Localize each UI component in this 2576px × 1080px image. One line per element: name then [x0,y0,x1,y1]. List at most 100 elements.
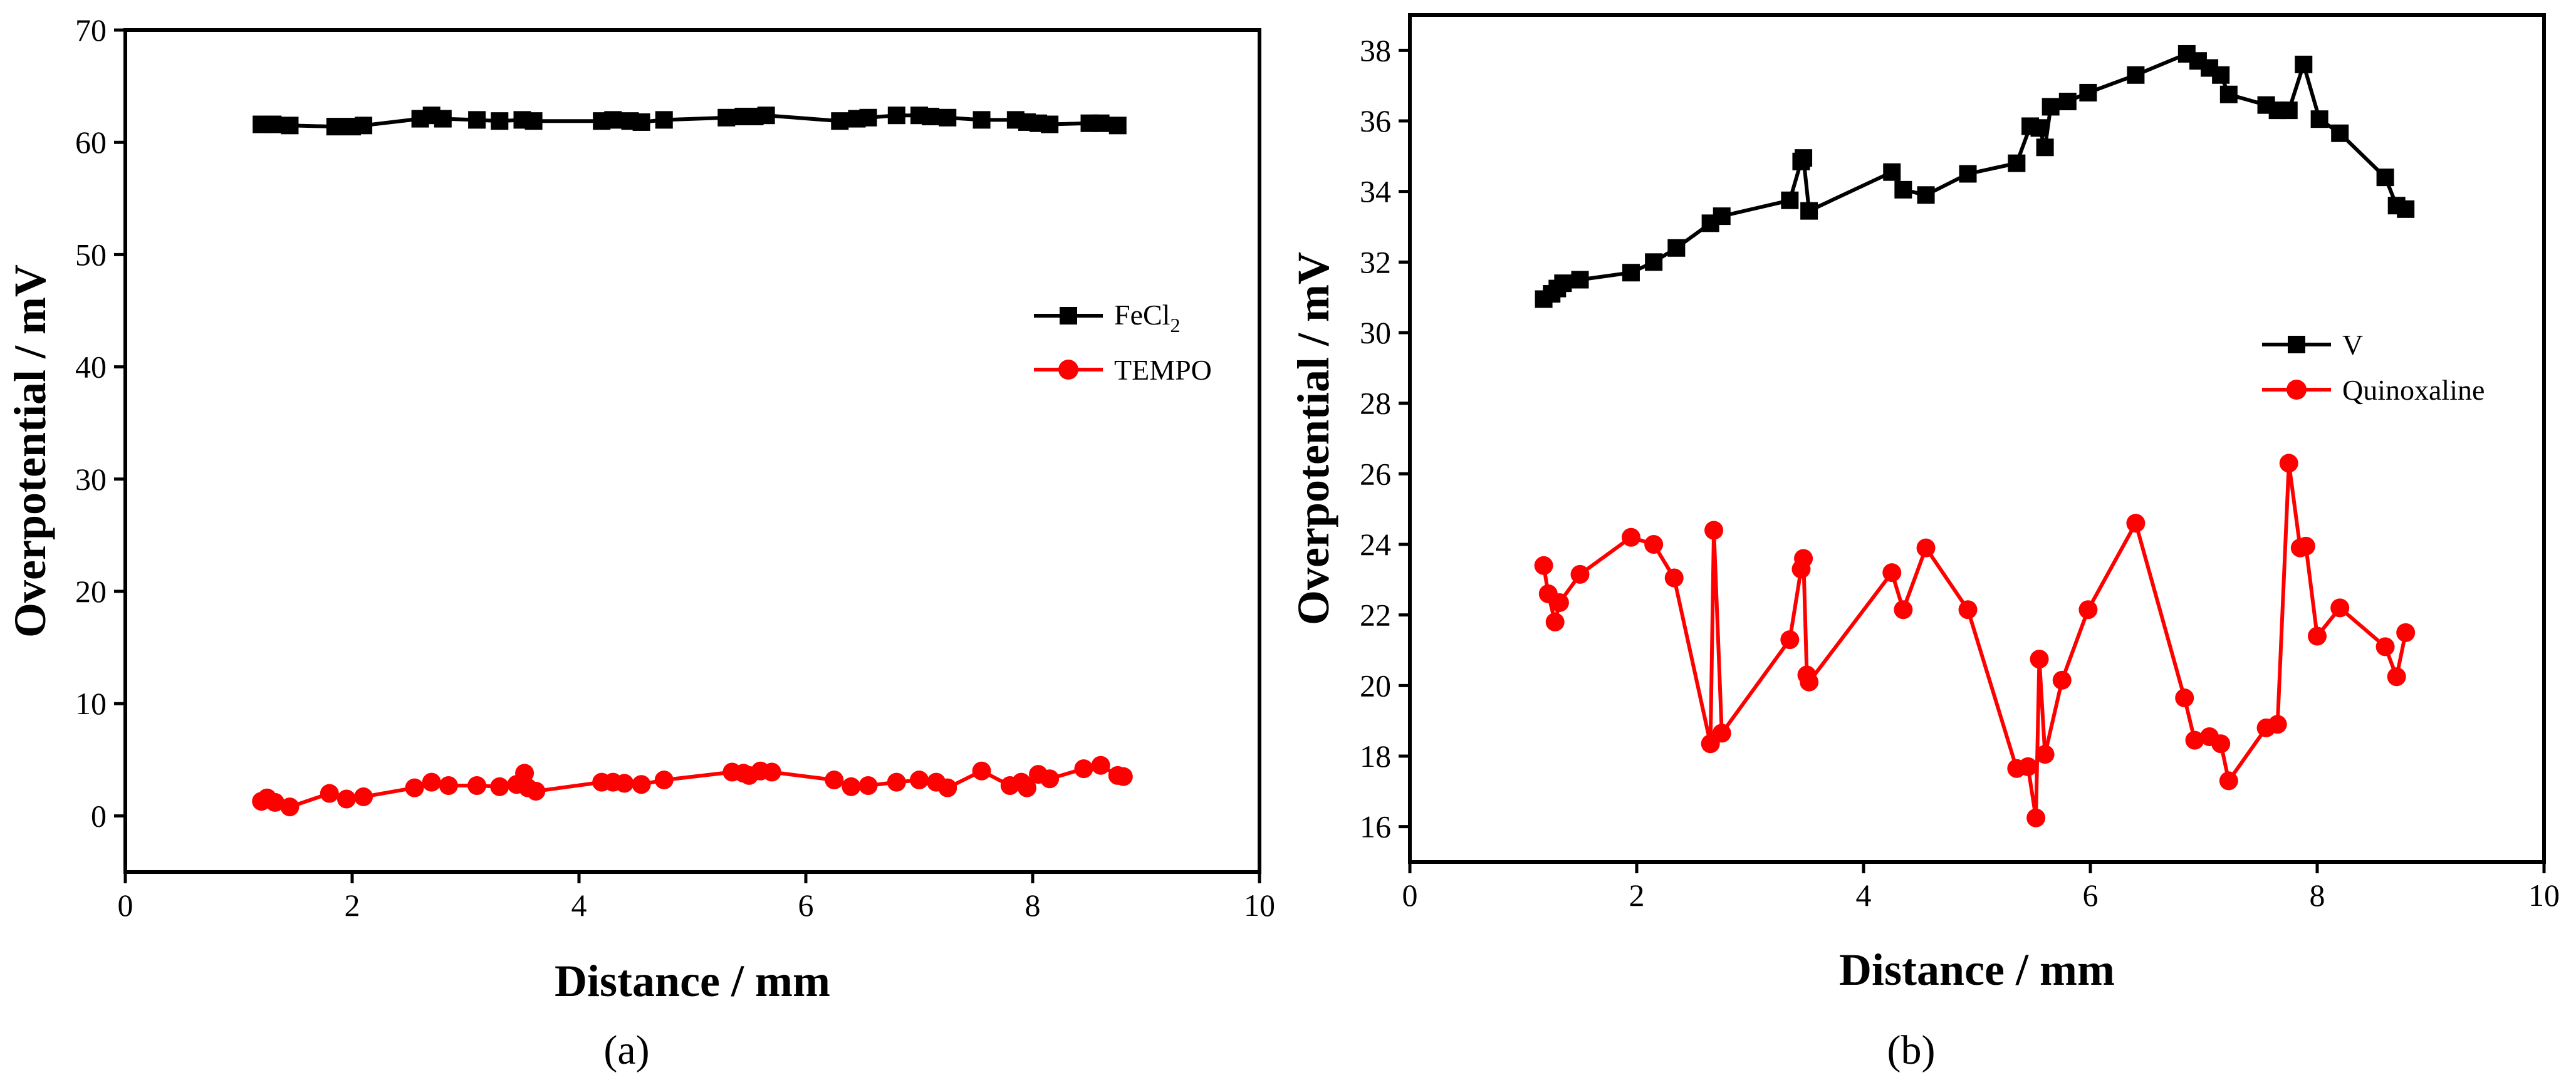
panel-b-series-quinoxaline-point-21 [2018,757,2038,776]
panel-a-x-tick-label-1: 2 [345,888,360,923]
panel-b-series-v-point-15 [1894,180,1912,199]
panel-a-series-tempo-point-9 [439,776,458,796]
panel-b-series-v-point-36 [2331,124,2349,142]
panel-b-series-quinoxaline-point-10 [1712,724,1731,743]
panel-b-series-v-point-35 [2310,110,2328,128]
panel-b-series-v-point-24 [2079,83,2097,101]
panel-a-x-tick-label-2: 4 [571,888,587,923]
panel-b-series-quinoxaline-point-40 [2375,637,2395,657]
panel-b-series-quinoxaline-point-39 [2330,598,2350,618]
panel-a-series-fecl-point-36 [1108,117,1127,135]
panel-b-series-v-point-33 [2280,101,2298,120]
panel-a-series-fecl-point-3 [326,118,344,136]
panel-a-series-fecl-point-2 [281,117,299,135]
panel-b-series-quinoxaline-point-24 [2035,745,2055,764]
panel-a-legend-marker-tempo [1058,360,1078,380]
panel-a-series-fecl-point-12 [524,112,543,130]
panel-b-series-quinoxaline-point-19 [1958,600,1978,620]
panel-b-x-axis-title: Distance / mm [1839,945,2115,995]
panel-a-series-tempo-point-19 [632,775,651,794]
panel-b-series-quinoxaline-point-41 [2387,667,2406,687]
panel-b-legend: V Quinoxaline [2262,329,2485,406]
panel-b-y-tick-label-0: 16 [1360,809,1391,844]
panel-a-legend-item-fecl2: FeCl2 [1034,299,1180,336]
panel-a-legend-marker-fecl2 [1060,307,1077,325]
panel-b-axis-frame [1408,13,2546,864]
panel-b-y-tick-label-4: 24 [1360,527,1391,562]
panel-a-x-axis-title: Distance / mm [555,956,830,1006]
panel-b-series-quinoxaline-point-15 [1800,672,1819,692]
panel-b-series-quinoxaline-point-2 [1545,612,1565,631]
panel-a-series-tempo-point-5 [336,789,356,809]
panel-b-series-quinoxaline-point-42 [2396,623,2416,642]
panel-b-series-v-point-34 [2295,55,2313,73]
panel-a-series-tempo-point-11 [490,777,509,796]
panel-a-y-tick-label-4: 40 [75,350,107,385]
panel-b-x-tick-label-5: 10 [2528,878,2560,913]
panel-b-legend-item-quinoxaline: Quinoxaline [2262,374,2485,406]
panel-b-series-v-point-22 [2042,98,2060,116]
panel-a-caption: (a) [603,1027,649,1073]
panel-a-series-tempo-point-42 [1113,767,1133,786]
panel-b-series-quinoxaline-point-16 [1882,563,1902,583]
panel-b-series-v-point-10 [1781,191,1799,209]
panel-a-y-tick-label-5: 50 [75,237,107,272]
panel-a-y-tick-label-1: 10 [75,686,107,721]
panel-b-series-quinoxaline-point-27 [2126,514,2146,533]
panel-b-series-quinoxaline-point-25 [2052,670,2072,690]
panel-b-series-v-point-7 [1667,239,1686,257]
panel-a-legend-label-fecl2-base: FeCl [1114,299,1170,331]
panel-a-series-fecl-point-21 [757,106,775,125]
panel-b-y-tick-label-10: 36 [1360,103,1391,138]
panel-b-series-v-point-16 [1917,186,1935,204]
panel-b-series-v-point-12 [1795,149,1813,167]
panel-a-ticks: 0 2 4 6 8 10 0 10 20 30 40 50 60 70 [75,13,1275,923]
panel-b-series-quinoxaline-point-26 [2078,600,2098,620]
panel-a-y-tick-label-7: 70 [75,13,107,48]
panel-b-series-v-point-18 [2008,154,2026,172]
panel-a-series-fecl-point-29 [973,111,991,129]
panel-a-series-tempo-point-6 [354,787,373,806]
panel-b-series-quinoxaline-point-6 [1644,535,1664,554]
panel-b-series-v-point-4 [1571,271,1589,289]
panel-a-x-tick-label-3: 6 [798,888,814,923]
panel-b-series-quinoxaline-point-4 [1570,564,1590,584]
panel-b-series-v-point-30 [2219,85,2238,103]
panel-a-series-tempo-point-4 [320,784,339,803]
panel-a-series-fecl-point-35 [1092,114,1110,132]
panel-b-y-tick-label-9: 34 [1360,174,1391,209]
panel-b-series-quinoxaline-point-11 [1780,630,1800,650]
panel-a-series-fecl-point-5 [355,117,373,135]
panel-a-series-tempo-point-38 [1040,769,1060,789]
panel-a-series-fecl-point-17 [655,111,673,129]
panel-b-series-quinoxaline-point-23 [2030,650,2049,669]
panel-b-series-quinoxaline-point-3 [1550,593,1569,612]
panel-b-series-quinoxaline-point-31 [2211,734,2231,754]
panel-a: 0 2 4 6 8 10 0 10 20 30 40 50 60 70 Distance / mm Ove… [5,13,1275,1073]
panel-b-y-axis-title: Overpotential / mV [1288,252,1338,625]
panel-a-series-tempo-point-13 [515,764,534,783]
panel-b-series-v-point-6 [1645,253,1663,271]
panel-a-series-tempo-point-40 [1091,755,1110,775]
panel-a-series-fecl-point-10 [491,112,509,130]
panel-a-y-tick-label-3: 30 [75,462,107,497]
panel-a-y-tick-label-6: 60 [75,125,107,160]
panel-b-series-v-point-17 [1959,165,1977,183]
panel-b-series-v-point-29 [2212,66,2230,84]
panel-b-y-tick-label-1: 18 [1360,739,1391,774]
panel-b-y-tick-label-7: 30 [1360,315,1391,350]
panel-b-series-quinoxaline-point-13 [1794,549,1813,568]
panel-a-series-fecl-point-18 [717,108,736,127]
panel-a-series-tempo-point-27 [842,777,861,796]
panel-b-series-v-point-13 [1800,202,1818,220]
panel-b-series-quinoxaline-point-18 [1916,538,1936,558]
panel-a-series-tempo-point-2 [265,792,284,812]
panel-a-axis-frame [123,28,1261,874]
panel-b-series-quinoxaline-point-7 [1664,568,1684,588]
panel-b-y-tick-label-3: 22 [1360,598,1391,633]
panel-a-series-fecl-point-22 [831,112,849,130]
panel-b-series-v-point-3 [1554,274,1572,293]
panel-a-series-tempo-point-7 [405,778,424,797]
panel-a-series-fecl-point-1 [264,115,282,133]
